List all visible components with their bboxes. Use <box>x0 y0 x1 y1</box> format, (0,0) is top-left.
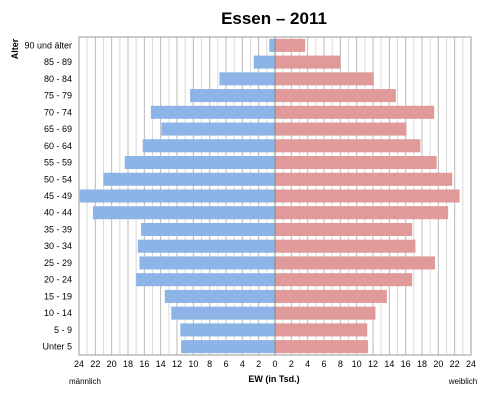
category-label: 20 - 24 <box>44 275 72 285</box>
x-tick-label: 18 <box>123 359 133 369</box>
bar-female <box>275 72 374 86</box>
bar-female <box>275 206 449 220</box>
bar-female <box>275 256 436 270</box>
bar-male <box>269 38 275 52</box>
bar-female <box>275 139 421 153</box>
bars-group <box>79 37 460 355</box>
x-tick-label: 16 <box>401 359 411 369</box>
bar-female <box>275 155 437 170</box>
category-label: 40 - 44 <box>44 208 72 218</box>
category-label: 15 - 19 <box>44 291 72 301</box>
category-label: 35 - 39 <box>44 224 72 234</box>
category-label: 5 - 9 <box>54 325 72 335</box>
bar-male <box>79 189 275 203</box>
bar-male <box>180 323 275 337</box>
x-tick-label: 10 <box>188 359 198 369</box>
bar-male <box>124 155 275 170</box>
bar-female <box>275 340 369 354</box>
category-label: 90 und älter <box>24 40 72 50</box>
x-tick-label: 24 <box>466 359 476 369</box>
bar-male <box>92 206 275 220</box>
x-tick-label: 0 <box>272 359 277 369</box>
bar-female <box>275 89 396 103</box>
x-tick-label: 14 <box>156 359 166 369</box>
bar-male <box>141 222 275 237</box>
bar-male <box>164 289 275 303</box>
bar-female <box>275 273 413 287</box>
bar-male <box>142 139 275 153</box>
x-axis-label: EW (in Tsd.) <box>248 374 299 384</box>
bar-female <box>275 323 368 337</box>
category-label: 25 - 29 <box>44 258 72 268</box>
category-label: 10 - 14 <box>44 308 72 318</box>
left-side-label: männlich <box>69 377 101 386</box>
bar-male <box>103 172 275 186</box>
bar-male <box>171 306 275 320</box>
right-side-label: weiblich <box>448 377 477 386</box>
bar-male <box>137 239 275 253</box>
category-label: 85 - 89 <box>44 57 72 67</box>
category-label: 65 - 69 <box>44 124 72 134</box>
x-tick-label: 4 <box>305 359 310 369</box>
x-tick-label: 12 <box>172 359 182 369</box>
category-labels: 90 und älter 85 - 89 80 - 84 75 - 79 70 - 74… <box>24 40 72 351</box>
x-tick-label: 22 <box>90 359 100 369</box>
category-label: 80 - 84 <box>44 74 72 84</box>
bar-female <box>275 189 460 203</box>
x-tick-label: 20 <box>107 359 117 369</box>
bar-male <box>190 89 275 103</box>
x-tick-label: 18 <box>417 359 427 369</box>
bar-female <box>275 239 416 253</box>
bar-female <box>275 105 435 119</box>
x-tick-label: 12 <box>368 359 378 369</box>
x-tick-label: 24 <box>74 359 84 369</box>
x-tick-label: 10 <box>352 359 362 369</box>
x-tick-label: 16 <box>139 359 149 369</box>
category-label: Unter 5 <box>42 342 72 352</box>
bar-male <box>136 273 275 287</box>
bar-male <box>150 105 275 119</box>
category-label: 30 - 34 <box>44 241 72 251</box>
x-tick-label: 2 <box>256 359 261 369</box>
bar-male <box>219 72 275 86</box>
x-tick-label: 20 <box>433 359 443 369</box>
bar-female <box>275 122 407 136</box>
x-tick-label: 2 <box>289 359 294 369</box>
bar-female <box>275 306 376 320</box>
bar-female <box>275 55 341 69</box>
x-tick-label: 8 <box>207 359 212 369</box>
bar-female <box>275 172 453 186</box>
bar-male <box>253 55 275 69</box>
bar-female <box>275 38 306 52</box>
x-tick-labels: 24 22 20 18 16 14 12 10 8 6 4 2 0 2 4 6 8 10 12 14 16 18 20 22 2… <box>74 359 476 369</box>
category-label: 60 - 64 <box>44 141 72 151</box>
category-label: 70 - 74 <box>44 107 72 117</box>
category-label: 45 - 49 <box>44 191 72 201</box>
bar-male <box>181 340 275 354</box>
category-label: 50 - 54 <box>44 174 72 184</box>
x-tick-label: 8 <box>338 359 343 369</box>
y-axis-label: Alter <box>10 38 20 59</box>
bar-male <box>139 256 275 270</box>
x-tick-label: 22 <box>450 359 460 369</box>
bar-female <box>275 222 413 237</box>
x-tick-label: 14 <box>384 359 394 369</box>
category-label: 55 - 59 <box>44 158 72 168</box>
bar-female <box>275 289 387 303</box>
x-tick-label: 6 <box>321 359 326 369</box>
x-tick-label: 6 <box>223 359 228 369</box>
chart-title: Essen – 2011 <box>221 9 327 28</box>
category-label: 75 - 79 <box>44 91 72 101</box>
x-tick-label: 4 <box>240 359 245 369</box>
bar-male <box>161 122 275 136</box>
